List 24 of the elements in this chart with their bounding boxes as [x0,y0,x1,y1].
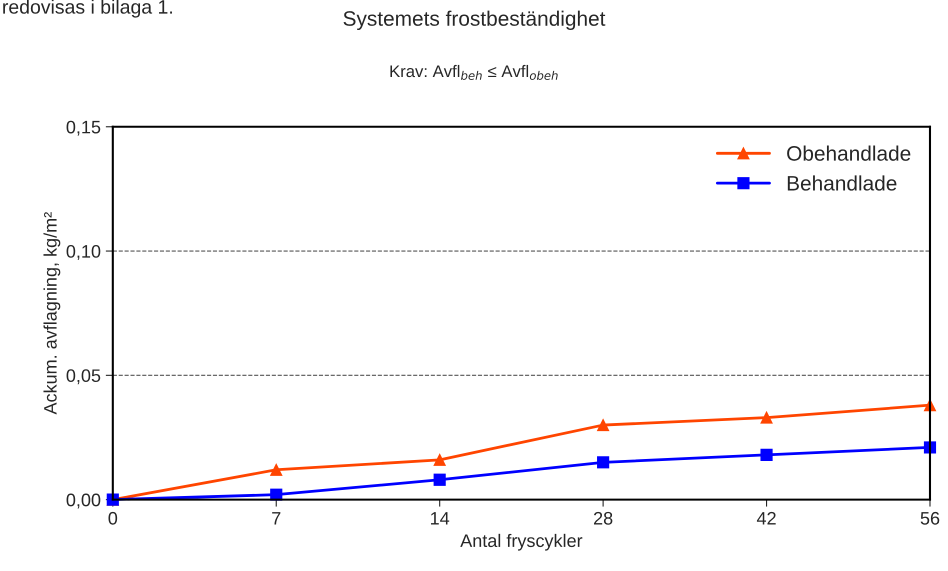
y-tick-label: 0,05 [66,369,100,384]
y-tick-label: 0,10 [66,244,100,260]
text: redovisas i bilaga 1. [3,0,172,18]
legend-label: Obehandlade [787,146,910,161]
point [434,474,446,486]
x-tick-label: 28 [594,512,612,525]
legend-label: Behandlade [788,175,896,191]
point [760,448,773,461]
y-axis-title: Ackum. avflagning, kg/m² [43,212,60,414]
chart-subtitle: Krav: Avfl$_{beh}$ ≤ Avfl$_{obeh}$ [390,64,558,80]
point [597,418,610,432]
x-axis-title: Antal fryscykler [460,534,582,551]
point [270,464,282,476]
y-tick-label: 0,00 [66,494,100,508]
x-tick-label: 0 [108,512,118,525]
x-tick-label: 14 [431,512,450,525]
chart-title: Systemets frostbeständighet [344,10,606,30]
x-tick-label: 42 [756,512,776,525]
x-tick-label: 56 [920,512,940,525]
point [434,454,446,466]
point [597,456,610,468]
x-tick-label: 7 [272,512,280,525]
point [760,412,773,424]
y-tick-label: 0,15 [66,120,100,136]
